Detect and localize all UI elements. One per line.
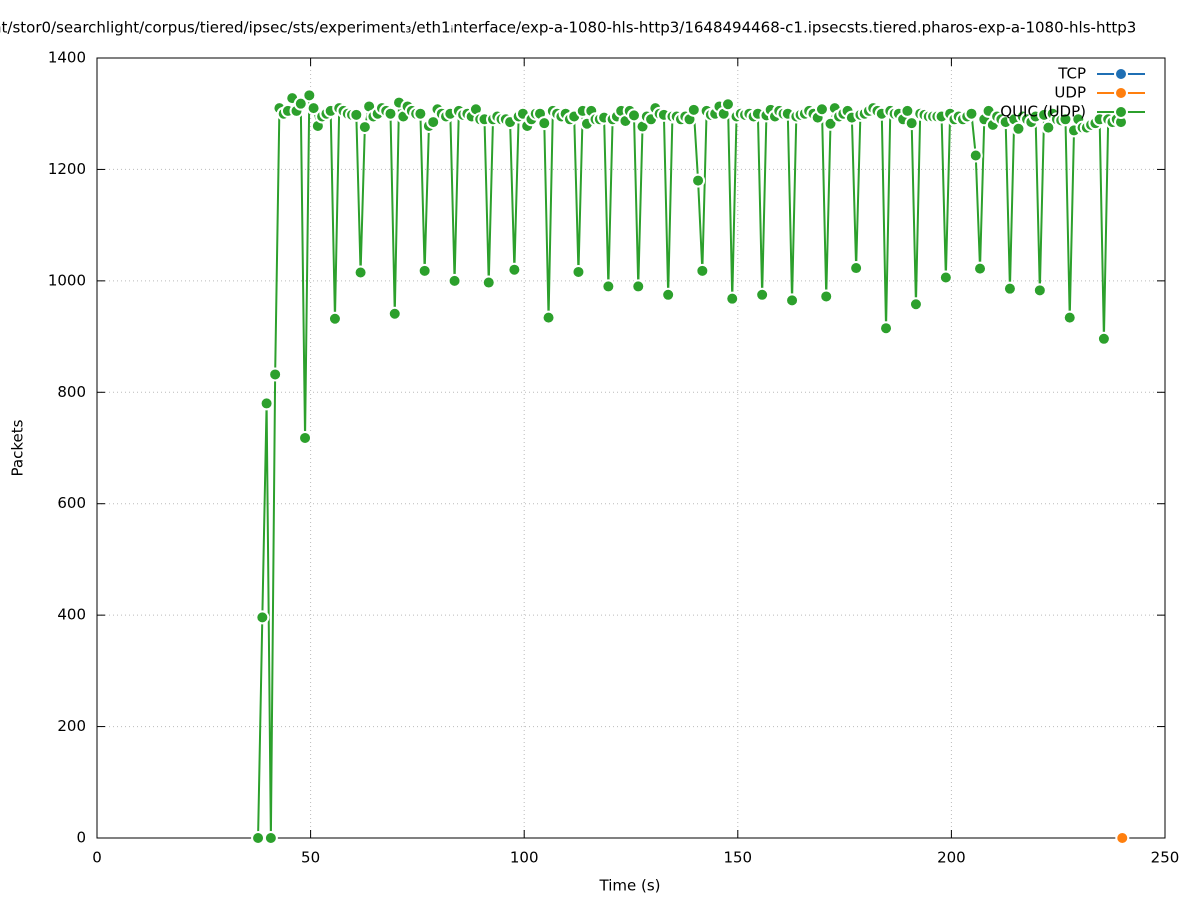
data-point [938, 270, 953, 285]
x-tick-label: 50 [301, 849, 320, 867]
data-point [357, 120, 372, 135]
data-point [1115, 831, 1130, 845]
data-point [661, 287, 676, 302]
data-point [1011, 121, 1026, 136]
data-point [298, 430, 313, 445]
legend-marker [1114, 86, 1128, 100]
x-tick-label: 0 [92, 849, 102, 867]
data-point [631, 279, 646, 294]
y-axis-label: Packets [9, 419, 27, 476]
data-point [349, 107, 364, 122]
data-point [541, 310, 556, 325]
y-tick-label: 1400 [48, 49, 86, 67]
data-point [537, 116, 552, 131]
data-point [1062, 310, 1077, 325]
x-tick-label: 100 [510, 849, 539, 867]
data-point [1041, 120, 1056, 135]
legend-label: TCP [1057, 65, 1086, 83]
chart-title: nt/stor0/searchlight/corpus/tiered/ipsec… [0, 19, 1136, 37]
data-point [785, 293, 800, 308]
data-point [908, 297, 923, 312]
data-point [691, 173, 706, 188]
data-point [626, 108, 641, 123]
data-point [255, 610, 270, 625]
x-tick-label: 200 [937, 849, 966, 867]
data-point [268, 367, 283, 382]
data-point [601, 279, 616, 294]
legend-label: QUIC (UDP) [1000, 103, 1086, 121]
x-tick-label: 150 [723, 849, 752, 867]
data-point [387, 306, 402, 321]
x-axis-label: Time (s) [599, 877, 661, 895]
data-point [327, 311, 342, 326]
data-point [814, 102, 829, 117]
data-point [507, 262, 522, 277]
data-point [251, 831, 266, 845]
data-point [293, 96, 308, 111]
data-point [904, 116, 919, 131]
y-tick-label: 600 [57, 494, 86, 512]
data-point [849, 261, 864, 276]
data-point [481, 275, 496, 290]
x-tick-label: 250 [1151, 849, 1180, 867]
data-point [900, 103, 915, 118]
data-point [964, 106, 979, 121]
y-tick-label: 400 [57, 606, 86, 624]
data-point [259, 396, 274, 411]
y-tick-label: 0 [76, 829, 86, 847]
y-tick-label: 200 [57, 717, 86, 735]
legend-label: UDP [1054, 84, 1086, 102]
data-point [755, 287, 770, 302]
legend-marker [1114, 67, 1128, 81]
y-tick-label: 1200 [48, 160, 86, 178]
data-point [968, 148, 983, 163]
data-point [1002, 281, 1017, 296]
legend-marker [1114, 105, 1128, 119]
data-point [417, 263, 432, 278]
data-point [819, 289, 834, 304]
data-point [571, 264, 586, 279]
data-point [263, 831, 278, 845]
data-point [1096, 331, 1111, 346]
data-point [686, 102, 701, 117]
y-tick-label: 800 [57, 383, 86, 401]
plot-frame [96, 57, 1166, 839]
data-point [306, 101, 321, 116]
data-point [353, 265, 368, 280]
data-point [1032, 283, 1047, 298]
data-point [447, 273, 462, 288]
data-point [725, 291, 740, 306]
data-point [383, 106, 398, 121]
data-point [879, 321, 894, 336]
data-point [302, 88, 317, 103]
data-point [973, 261, 988, 276]
data-point [720, 97, 735, 112]
data-point [426, 115, 441, 130]
y-tick-label: 1000 [48, 271, 86, 289]
data-point [695, 263, 710, 278]
data-point [413, 106, 428, 121]
